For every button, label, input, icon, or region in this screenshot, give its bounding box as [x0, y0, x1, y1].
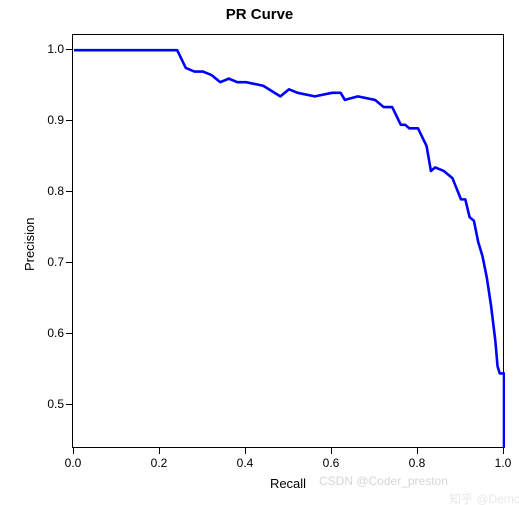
x-tick-mark [245, 448, 246, 454]
y-tick-mark [66, 262, 72, 263]
y-tick-label: 0.5 [42, 397, 64, 411]
y-tick-label: 0.9 [42, 113, 64, 127]
chart-title: PR Curve [0, 6, 519, 23]
x-tick-label: 0.6 [323, 456, 340, 470]
y-tick-mark [66, 404, 72, 405]
plot-area [72, 34, 504, 448]
y-tick-mark [66, 120, 72, 121]
y-tick-mark [66, 333, 72, 334]
x-tick-label: 0.4 [237, 456, 254, 470]
y-tick-label: 1.0 [42, 42, 64, 56]
watermark-csdn: CSDN @Coder_preston [319, 474, 448, 488]
x-tick-mark [417, 448, 418, 454]
x-tick-mark [503, 448, 504, 454]
x-tick-label: 0.8 [409, 456, 426, 470]
y-tick-label: 0.6 [42, 326, 64, 340]
y-tick-label: 0.7 [42, 255, 64, 269]
y-tick-label: 0.8 [42, 184, 64, 198]
y-axis-label: Precision [22, 218, 37, 271]
y-tick-mark [66, 191, 72, 192]
pr-curve-line [73, 35, 505, 449]
x-tick-mark [331, 448, 332, 454]
x-tick-mark [73, 448, 74, 454]
x-tick-label: 0.2 [151, 456, 168, 470]
x-tick-label: 1.0 [495, 456, 512, 470]
watermark-zhihu: 知乎 @Demo [449, 490, 519, 505]
x-tick-mark [159, 448, 160, 454]
pr-curve-figure: PR Curve 0.0 0.2 0.4 0.6 0.8 1.0 0.5 0.6 0.7 0.8 0… [0, 0, 519, 505]
x-tick-label: 0.0 [65, 456, 82, 470]
y-tick-mark [66, 49, 72, 50]
